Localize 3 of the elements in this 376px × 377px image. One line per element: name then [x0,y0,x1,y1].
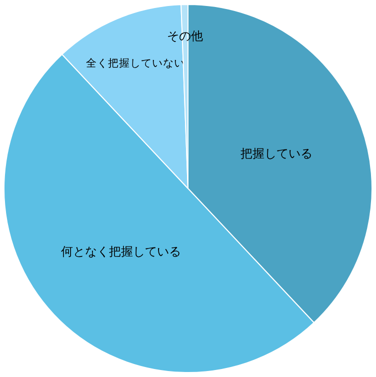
slice-label: その他 [167,29,203,43]
slice-label: 把握している [240,146,313,160]
slice-label: 何となく把握している [60,244,181,258]
